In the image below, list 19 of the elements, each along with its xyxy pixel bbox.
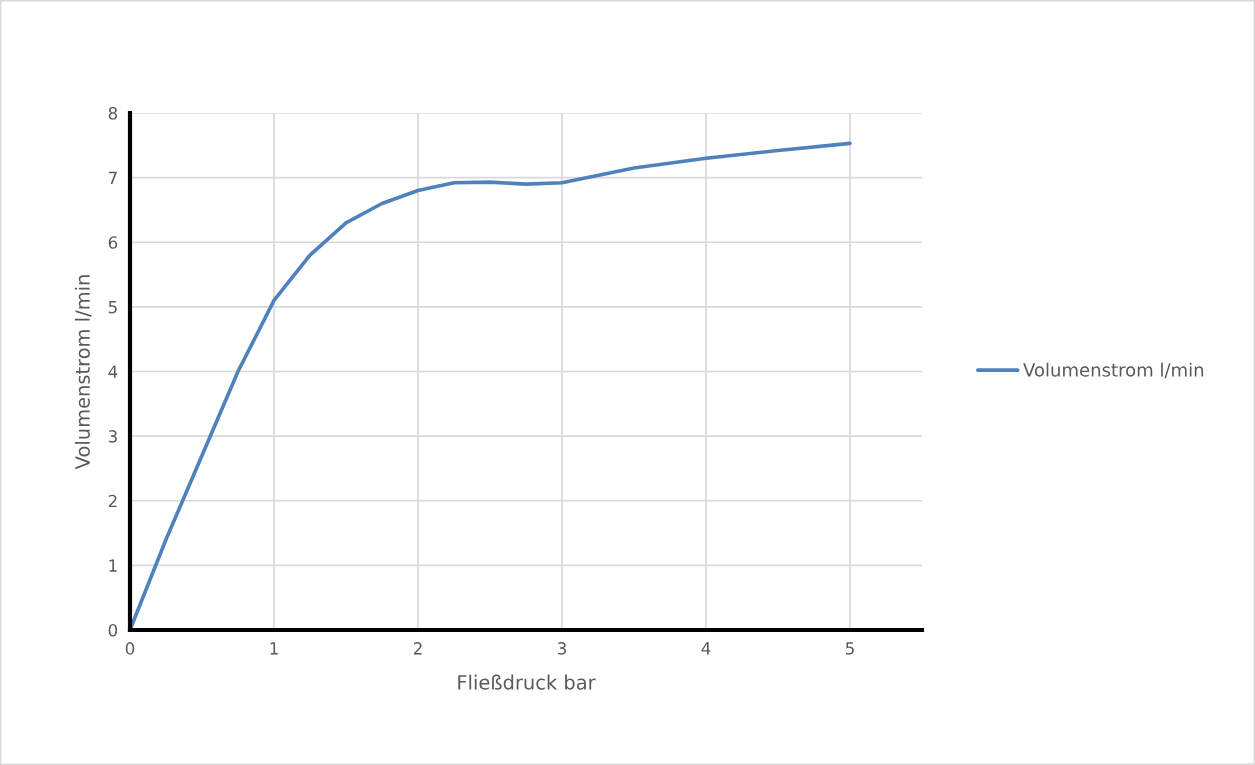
x-axis-title: Fließdruck bar [458, 674, 596, 690]
x-tick-label: 0 [125, 642, 135, 655]
y-axis-title: Volumenstrom l/min [74, 275, 92, 470]
y-tick-label: 2 [108, 494, 117, 508]
y-tick-label: 0 [108, 623, 118, 637]
y-tick-label: 4 [108, 365, 118, 378]
x-tick-label: 3 [557, 642, 566, 655]
y-tick-label: 8 [108, 106, 118, 120]
x-tick-label: 2 [413, 642, 422, 655]
line-series [130, 141, 852, 630]
x-tick-label: 1 [270, 642, 278, 655]
y-tick-label: 6 [108, 236, 118, 249]
x-tick-label: 4 [701, 642, 711, 655]
y-tick-label: 7 [108, 171, 117, 184]
x-tick-label: 5 [845, 642, 854, 655]
y-tick-label: 3 [108, 430, 117, 443]
y-tick-label: 5 [108, 301, 117, 314]
legend-label: Volumenstrom l/min [1023, 362, 1204, 379]
y-tick-label: 1 [109, 559, 117, 572]
